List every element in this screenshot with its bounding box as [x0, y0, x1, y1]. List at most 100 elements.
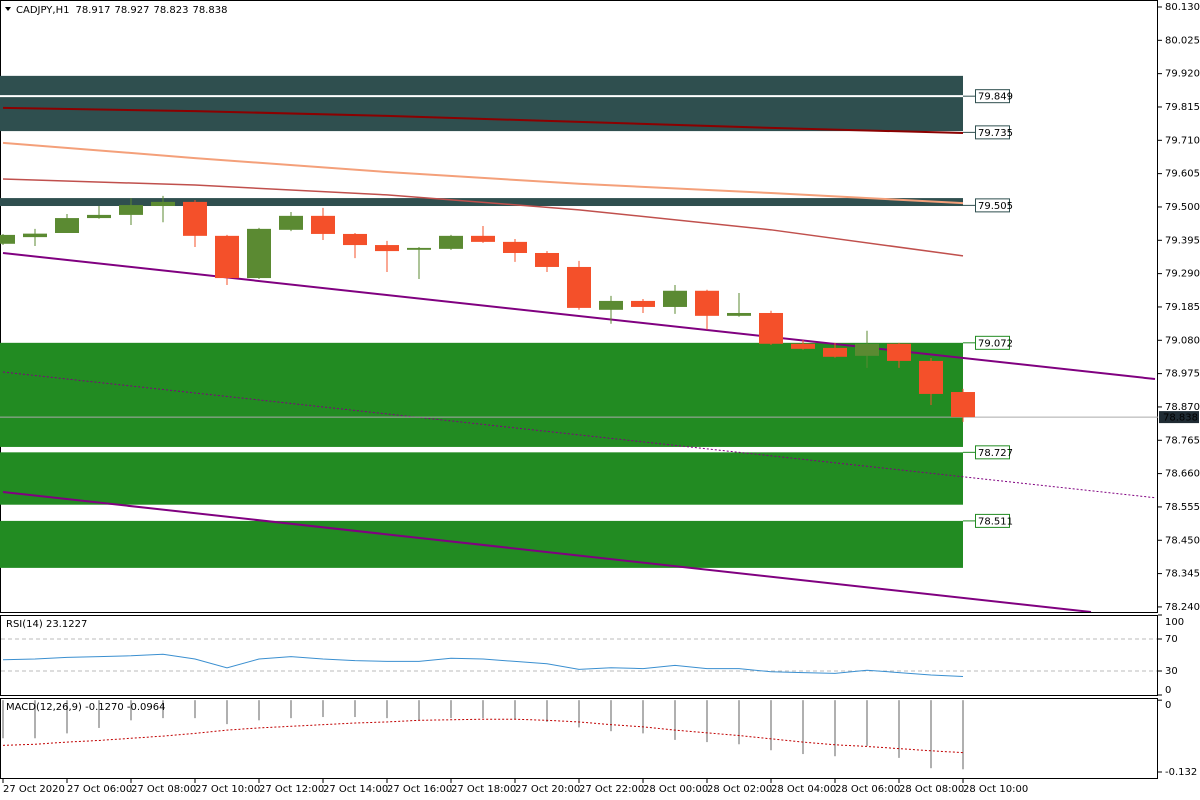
x-tick-label: 27 Oct 2020 — [3, 784, 65, 795]
y-tick-label: 79.815 — [1165, 102, 1200, 113]
y-tick-label: 78.870 — [1165, 402, 1200, 413]
rsi-frame — [0, 615, 1158, 696]
candle-body — [823, 347, 847, 357]
candle-body — [119, 205, 143, 215]
signal-line — [2, 718, 964, 754]
x-tick-label: 27 Oct 06:00 — [67, 784, 132, 795]
zone — [0, 452, 963, 505]
y-tick-label: 78.765 — [1165, 435, 1200, 446]
x-tick-label: 28 Oct 06:00 — [835, 784, 900, 795]
y-tick-label: 79.080 — [1165, 335, 1200, 346]
level-tag — [975, 513, 1010, 528]
candle-body — [247, 228, 271, 279]
candle-body — [599, 300, 623, 310]
level-label: 79.505 — [978, 201, 1013, 212]
y-tick-label: 78.660 — [1165, 469, 1200, 480]
candle-body — [375, 245, 399, 252]
indicator-line — [2, 491, 1092, 612]
y-tick-label: 80.130 — [1165, 2, 1200, 13]
x-tick-label: 27 Oct 20:00 — [515, 784, 580, 795]
x-tick-label: 28 Oct 10:00 — [963, 784, 1028, 795]
indicator-line — [2, 141, 964, 205]
rsi-line — [2, 653, 964, 678]
zone — [0, 342, 963, 447]
y-tick-label: -0.132 — [1165, 767, 1197, 778]
candle-body — [407, 247, 431, 250]
x-tick-label: 28 Oct 00:00 — [643, 784, 708, 795]
level-label: 79.849 — [978, 92, 1013, 103]
y-tick-label: 80.025 — [1165, 35, 1200, 46]
y-tick-label: 78.240 — [1165, 602, 1200, 613]
y-tick-label: 0 — [1165, 700, 1171, 711]
level-tag — [975, 125, 1010, 140]
candle-body — [439, 235, 463, 249]
header: CADJPY,H1 78.917 78.927 78.823 78.838 — [16, 5, 227, 16]
y-tick-label: 30 — [1165, 666, 1178, 677]
candle-body — [951, 392, 975, 418]
close: 78.838 — [192, 5, 227, 16]
x-tick-label: 28 Oct 04:00 — [771, 784, 836, 795]
y-tick-label: 78.450 — [1165, 535, 1200, 546]
indicator-line — [2, 371, 1156, 499]
candle-body — [0, 234, 15, 244]
zone — [0, 75, 963, 132]
candle-body — [663, 290, 687, 307]
indicator-line — [2, 178, 964, 257]
candle-body — [471, 235, 495, 242]
candle-body — [183, 201, 207, 236]
candle-body — [695, 290, 719, 316]
level-label: 78.511 — [978, 516, 1013, 527]
candle-body — [919, 360, 943, 394]
x-tick-label: 27 Oct 16:00 — [387, 784, 452, 795]
candle-body — [279, 215, 303, 230]
candle-body — [55, 218, 79, 233]
level-label: 79.735 — [978, 128, 1013, 139]
level-tag — [975, 445, 1010, 460]
candle-body — [855, 343, 879, 356]
y-tick-label: 79.500 — [1165, 202, 1200, 213]
menu-arrow — [5, 7, 11, 11]
candle-body — [759, 312, 783, 344]
level-tag — [975, 89, 1010, 104]
price-tag-label: 78.838 — [1163, 413, 1198, 424]
y-tick-label: 79.395 — [1165, 235, 1200, 246]
candle-body — [311, 215, 335, 234]
y-tick-label: 79.920 — [1165, 69, 1200, 80]
candle-body — [567, 266, 591, 308]
x-tick-label: 27 Oct 14:00 — [323, 784, 388, 795]
candle-body — [631, 300, 655, 307]
candle-body — [727, 312, 751, 316]
candle-body — [87, 214, 111, 219]
y-tick-label: 0 — [1165, 685, 1171, 696]
x-tick-label: 27 Oct 08:00 — [131, 784, 196, 795]
macd-title: MACD(12,26,9) -0.1270 -0.0964 — [6, 702, 166, 713]
open: 78.917 — [75, 5, 110, 16]
x-tick-label: 28 Oct 02:00 — [707, 784, 772, 795]
price-tag — [1159, 411, 1199, 424]
y-tick-label: 70 — [1165, 634, 1178, 645]
indicator-line — [2, 106, 964, 135]
candle-body — [215, 235, 239, 279]
y-tick-label: 78.975 — [1165, 369, 1200, 380]
level-tag — [975, 198, 1010, 213]
candle-body — [23, 233, 47, 238]
y-tick-label: 78.345 — [1165, 569, 1200, 580]
symbol: CADJPY,H1 — [16, 5, 69, 16]
y-tick-label: 79.185 — [1165, 302, 1200, 313]
y-tick-label: 79.290 — [1165, 269, 1200, 280]
rsi-title: RSI(14) 23.1227 — [6, 619, 87, 630]
candle-body — [503, 241, 527, 253]
y-tick-label: 79.605 — [1165, 169, 1200, 180]
low: 78.823 — [153, 5, 188, 16]
candle-body — [887, 343, 911, 361]
y-tick-label: 100 — [1165, 617, 1184, 628]
x-tick-label: 27 Oct 10:00 — [195, 784, 260, 795]
x-tick-label: 27 Oct 18:00 — [451, 784, 516, 795]
candle-body — [343, 233, 367, 246]
indicator-line — [2, 251, 1156, 381]
x-tick-label: 28 Oct 08:00 — [899, 784, 964, 795]
candle-body — [151, 201, 175, 207]
y-tick-label: 79.710 — [1165, 135, 1200, 146]
level-tag — [975, 335, 1010, 350]
